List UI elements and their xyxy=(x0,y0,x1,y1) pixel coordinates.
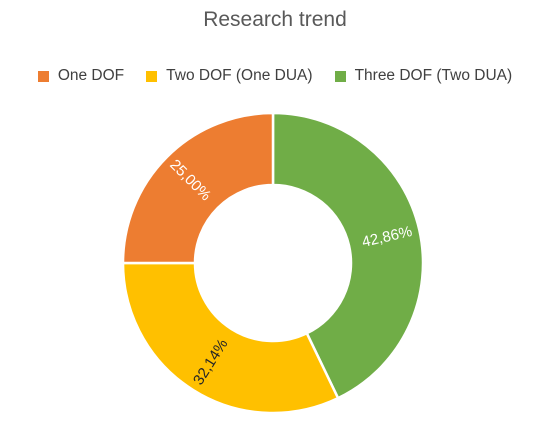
legend-swatch xyxy=(146,70,158,82)
legend-item-two-dof: Two DOF (One DUA) xyxy=(146,67,313,85)
chart-title: Research trend xyxy=(203,8,347,31)
chart-legend: One DOF Two DOF (One DUA) Three DOF (Two… xyxy=(0,65,550,87)
legend-label: Two DOF (One DUA) xyxy=(166,67,313,84)
slice-two-dof-one-dua xyxy=(121,261,340,415)
legend-swatch xyxy=(37,70,49,82)
legend-label: Three DOF (Two DUA) xyxy=(354,67,513,84)
slice-three-dof-two-dua xyxy=(271,111,425,400)
slice-one-dof xyxy=(121,111,275,265)
legend-item-three-dof: Three DOF (Two DUA) xyxy=(334,67,513,85)
legend-swatch xyxy=(334,70,346,82)
legend-label: One DOF xyxy=(57,67,125,84)
legend-item-one-dof: One DOF xyxy=(37,67,125,85)
